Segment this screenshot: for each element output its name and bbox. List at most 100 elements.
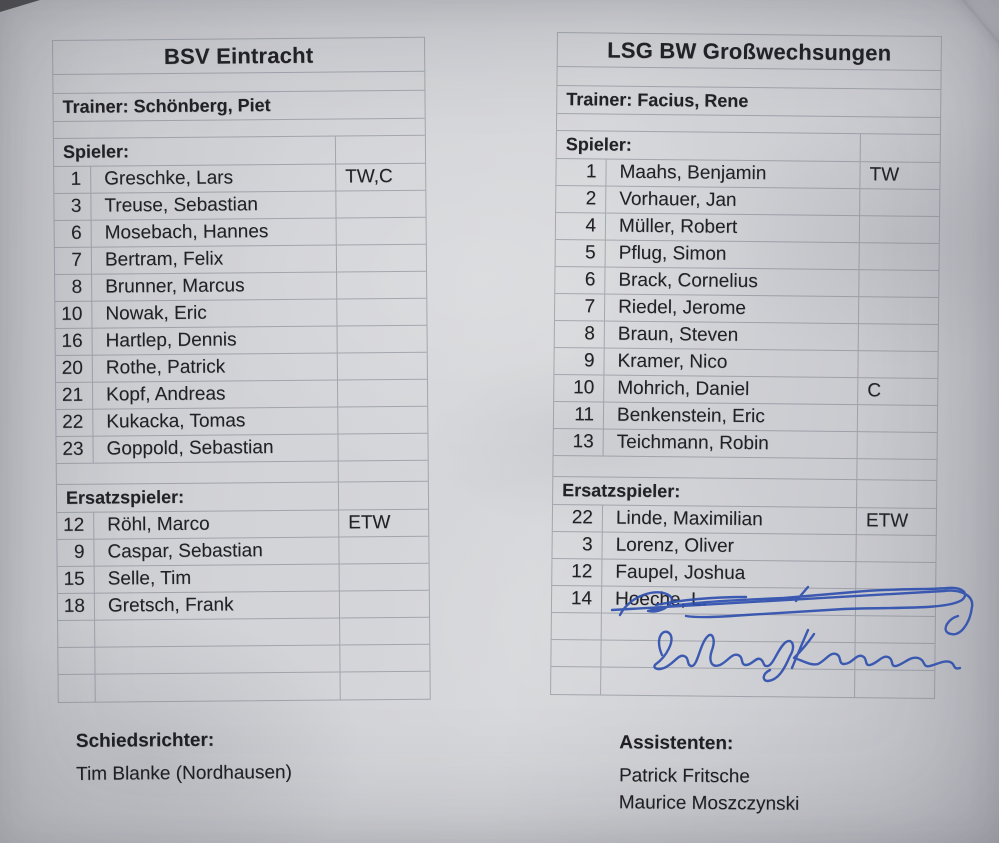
- team-table-bsv-eintracht: BSV Eintracht Trainer: Schönberg, Piet Spi…: [52, 36, 431, 703]
- player-position: [339, 537, 428, 564]
- substitutes-section-label: Ersatzspieler:: [553, 476, 937, 509]
- player-name: Kramer, Nico: [604, 348, 859, 378]
- player-position: [860, 216, 939, 243]
- player-row: 11 Benkenstein, Eric: [553, 401, 938, 433]
- player-number: 18: [57, 593, 96, 620]
- player-position: [860, 243, 939, 270]
- player-name: Brack, Cornelius: [605, 267, 860, 297]
- assistant-name: Maurice Moszczynski: [618, 792, 800, 815]
- player-name: Greschke, Lars: [91, 164, 337, 193]
- assistant-name: Patrick Fritsche: [618, 765, 750, 788]
- substitute-row: 12 Röhl, Marco ETW: [57, 509, 429, 540]
- player-row: 6 Brack, Cornelius: [555, 266, 939, 299]
- player-name: [95, 672, 341, 702]
- player-row: 7 Bertram, Felix: [54, 244, 427, 275]
- player-name: Röhl, Marco: [94, 510, 340, 539]
- player-name: Maahs, Benjamin: [606, 159, 861, 189]
- player-number: 16: [55, 328, 93, 355]
- player-name: Lorenz, Oliver: [602, 532, 857, 562]
- player-number: 1: [556, 159, 607, 186]
- player-number: 5: [555, 239, 606, 267]
- player-number: 1: [54, 166, 92, 193]
- player-name: Brunner, Marcus: [92, 272, 338, 301]
- player-position: [856, 535, 935, 562]
- player-row: 4 Müller, Robert: [555, 213, 940, 245]
- player-name: Selle, Tim: [94, 564, 340, 593]
- player-row: 1 Maahs, Benjamin TW: [556, 159, 940, 191]
- player-position: [860, 189, 939, 216]
- player-row: 8 Brunner, Marcus: [55, 271, 427, 302]
- player-row: 10 Mohrich, Daniel C: [554, 374, 938, 407]
- player-position: [338, 353, 427, 380]
- player-number: 6: [555, 266, 606, 294]
- player-position: [858, 405, 937, 432]
- player-number: 8: [55, 274, 93, 301]
- substitute-row: 22 Linde, Maximilian ETW: [552, 504, 937, 536]
- handwritten-signature: [610, 585, 974, 683]
- player-position: [338, 326, 427, 353]
- empty-row: [58, 644, 430, 675]
- player-number: 14: [551, 585, 603, 613]
- substitute-row: 18 Gretsch, Frank: [57, 590, 430, 621]
- player-position: [337, 245, 426, 272]
- handwritten-name: [653, 628, 962, 683]
- player-name: Braun, Steven: [604, 321, 859, 351]
- players-section-label: Spieler:: [53, 135, 426, 167]
- player-position: [340, 645, 429, 672]
- player-row: 23 Goppold, Sebastian: [56, 433, 428, 464]
- player-row: 20 Rothe, Patrick: [55, 352, 427, 383]
- player-number: [551, 612, 602, 640]
- player-position: TW: [869, 164, 900, 186]
- player-position: TW,C: [345, 166, 393, 188]
- player-position: [337, 299, 426, 326]
- trainer-line: Trainer: Schönberg, Piet: [53, 90, 425, 122]
- player-position: [859, 297, 938, 324]
- player-number: 13: [553, 428, 604, 456]
- player-position: [341, 672, 430, 700]
- substitute-row: 3 Lorenz, Oliver: [552, 531, 936, 563]
- player-row: 2 Vorhauer, Jan: [556, 186, 940, 218]
- assistants-heading: Assistenten:: [619, 732, 734, 755]
- player-name: Gretsch, Frank: [94, 591, 341, 620]
- player-number: 12: [552, 558, 603, 586]
- referee-block: Schiedsrichter: Tim Blanke (Nordhausen): [76, 729, 292, 788]
- referee-heading: Schiedsrichter:: [75, 729, 215, 752]
- player-name: Goppold, Sebastian: [93, 434, 339, 463]
- player-number: 22: [552, 504, 604, 532]
- player-name: Treuse, Sebastian: [91, 191, 337, 220]
- player-number: [58, 620, 96, 647]
- team-title: LSG BW Großwechsungen: [557, 33, 941, 72]
- player-row: 16 Hartlep, Dennis: [55, 325, 427, 356]
- player-row: 6 Mosebach, Hannes: [54, 217, 426, 248]
- player-row: 9 Kramer, Nico: [554, 347, 938, 380]
- player-name: Teichmann, Robin: [603, 429, 858, 459]
- player-row: 8 Braun, Steven: [554, 320, 938, 353]
- player-position: [858, 432, 937, 459]
- player-row: 21 Kopf, Andreas: [55, 379, 428, 410]
- player-row: 10 Nowak, Eric: [55, 298, 427, 329]
- player-position: [340, 564, 429, 591]
- player-number: 8: [554, 320, 605, 348]
- player-position: ETW: [865, 510, 909, 532]
- player-name: Pflug, Simon: [605, 240, 860, 270]
- player-position: [337, 272, 426, 299]
- player-position: [858, 351, 937, 378]
- player-number: [551, 639, 602, 667]
- substitute-row: 9 Caspar, Sebastian: [57, 536, 429, 567]
- trainer-line: Trainer: Facius, Rene: [557, 86, 941, 119]
- player-name: [95, 645, 341, 674]
- player-name: Benkenstein, Eric: [603, 402, 859, 432]
- player-position: [340, 618, 429, 645]
- player-number: 10: [554, 374, 605, 402]
- player-position: [336, 191, 425, 218]
- empty-row: [58, 617, 430, 648]
- player-number: 3: [552, 531, 603, 559]
- player-name: Kopf, Andreas: [92, 380, 339, 409]
- team-title: BSV Eintracht: [53, 37, 425, 75]
- player-number: 11: [553, 401, 605, 429]
- player-name: Mohrich, Daniel: [604, 375, 859, 405]
- player-number: 22: [56, 409, 94, 436]
- player-position: ETW: [348, 512, 391, 534]
- player-number: 9: [554, 347, 605, 375]
